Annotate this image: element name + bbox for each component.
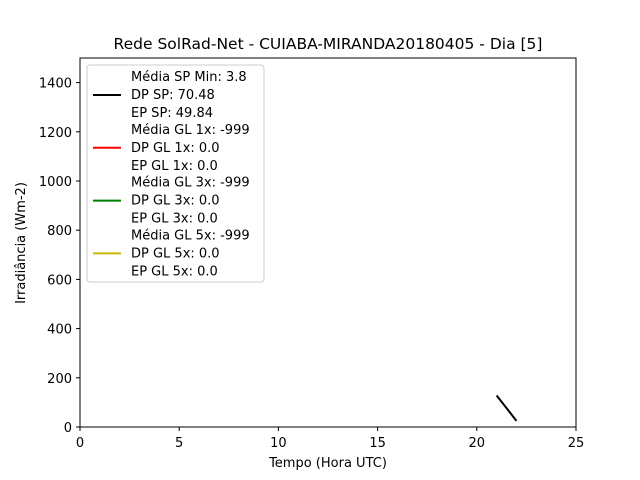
legend-entry-text: EP GL 3x: 0.0 xyxy=(131,212,218,227)
x-tick-label: 25 xyxy=(568,436,585,451)
legend-entry-text: Média GL 3x: -999 xyxy=(131,176,250,191)
x-tick-label: 0 xyxy=(76,436,84,451)
x-tick-label: 10 xyxy=(270,436,287,451)
y-tick-label: 600 xyxy=(47,273,72,288)
y-tick-label: 1400 xyxy=(39,77,72,92)
legend-box xyxy=(86,64,265,283)
legend-entry-text: DP GL 3x: 0.0 xyxy=(131,194,220,209)
y-tick-label: 800 xyxy=(47,224,72,239)
y-tick-label: 1200 xyxy=(39,126,72,141)
legend-entry-text: Média GL 5x: -999 xyxy=(131,228,250,243)
x-tick-label: 20 xyxy=(469,436,486,451)
y-tick-label: 0 xyxy=(64,421,72,436)
legend-entry-text: DP GL 5x: 0.0 xyxy=(131,246,220,261)
chart-title: Rede SolRad-Net - CUIABA-MIRANDA20180405… xyxy=(114,35,543,53)
y-tick-label: 1000 xyxy=(39,175,72,190)
legend-entry-text: DP SP: 70.48 xyxy=(131,88,215,103)
legend: Média SP Min: 3.8 DP SP: 70.48 EP SP: 49.8… xyxy=(86,64,265,283)
series-layer xyxy=(495,394,518,422)
legend-entry-text: Média SP Min: 3.8 xyxy=(131,70,247,85)
series-line-0 xyxy=(495,394,518,422)
axes-layer: 0 5 10 15 20 25 0 200 400 600 800 1000 1200 1400 xyxy=(39,77,584,451)
legend-entry-text: EP GL 5x: 0.0 xyxy=(131,264,218,279)
y-axis-label: Irradiância (Wm-2) xyxy=(14,182,29,304)
x-axis-label: Tempo (Hora UTC) xyxy=(268,456,387,471)
y-tick-label: 200 xyxy=(47,372,72,387)
legend-entry-text: EP SP: 49.84 xyxy=(131,106,213,121)
x-tick-label: 15 xyxy=(369,436,386,451)
plot-frame xyxy=(79,57,577,428)
y-tick-label: 400 xyxy=(47,323,72,338)
legend-entry-text: DP GL 1x: 0.0 xyxy=(131,141,220,156)
legend-entry-text: Média GL 1x: -999 xyxy=(131,123,250,138)
legend-entry-text: EP GL 1x: 0.0 xyxy=(131,159,218,174)
x-tick-label: 5 xyxy=(175,436,183,451)
